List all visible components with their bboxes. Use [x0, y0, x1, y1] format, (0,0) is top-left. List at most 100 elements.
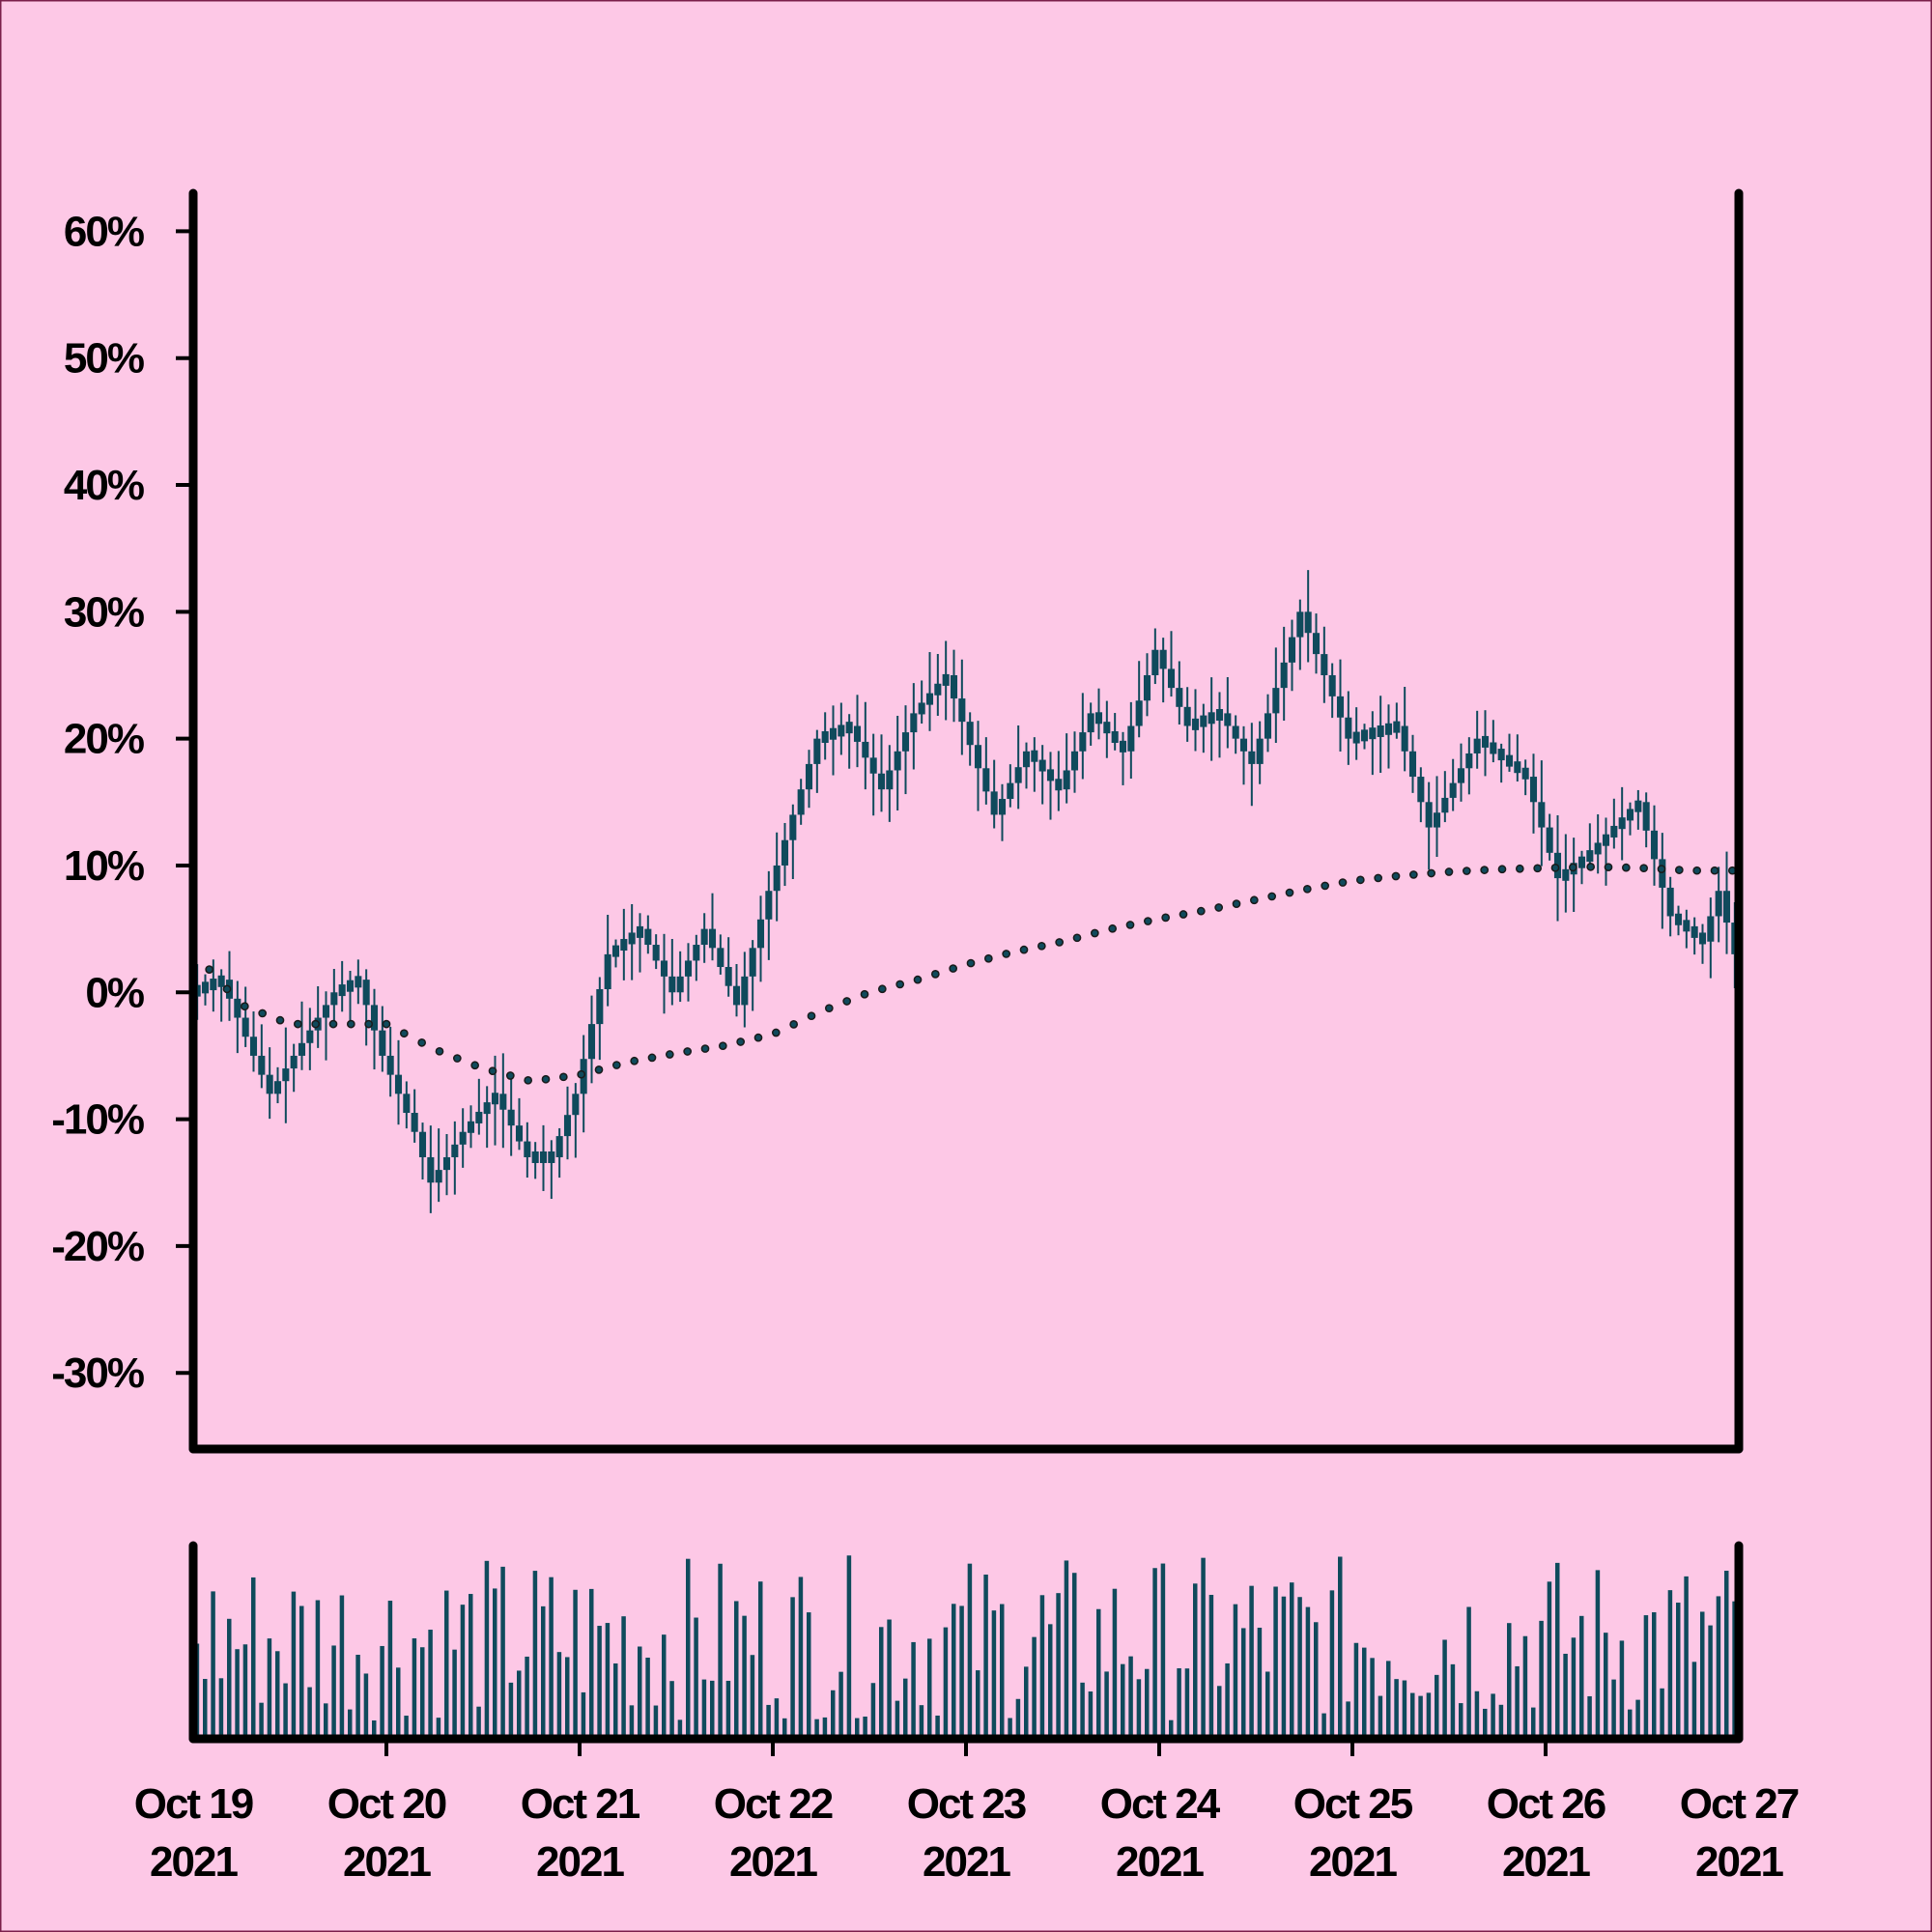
volume-bar [742, 1615, 747, 1739]
candle-body [1232, 725, 1239, 739]
volume-bar [952, 1604, 956, 1739]
candle-body [1449, 782, 1457, 798]
volume-bar [532, 1571, 538, 1739]
volume-bar [1208, 1594, 1214, 1739]
volume-bar [1088, 1691, 1094, 1739]
moving-average-point [293, 1019, 302, 1029]
volume-bar [1193, 1583, 1198, 1739]
candle-body [1457, 768, 1465, 783]
candle-body [1055, 779, 1063, 791]
moving-average-point [1143, 917, 1152, 925]
candle-body [596, 988, 604, 1025]
volume-bar [1072, 1573, 1077, 1739]
candle-body [781, 839, 789, 866]
price-panel [193, 570, 1739, 1213]
candle-body [1481, 735, 1490, 748]
candle-body [201, 981, 210, 994]
volume-bar [242, 1644, 248, 1739]
volume-bar [331, 1645, 336, 1739]
volume-bar [1587, 1695, 1592, 1739]
moving-average-point [1480, 866, 1490, 874]
volume-bar [508, 1682, 514, 1739]
volume-bar [991, 1610, 997, 1739]
x-tick-year-label: 2021 [923, 1838, 1010, 1886]
volume-bar [1338, 1556, 1343, 1739]
candle-body [282, 1068, 290, 1082]
candle-body [1256, 738, 1264, 764]
candle-body [1328, 674, 1336, 696]
candle-body [829, 727, 838, 740]
volume-bar [1305, 1606, 1311, 1739]
moving-average-point [683, 1047, 693, 1056]
volume-bar [1145, 1668, 1150, 1739]
moving-average-point [1125, 921, 1135, 929]
volume-bar [870, 1683, 876, 1739]
candle-body [1183, 706, 1191, 726]
volume-bar [1466, 1606, 1471, 1739]
volume-bar [677, 1719, 683, 1739]
candle-body [1280, 662, 1288, 689]
volume-bar [1015, 1698, 1021, 1739]
candle-body [1167, 668, 1176, 689]
moving-average-point [807, 1011, 816, 1021]
candle-body [990, 791, 998, 815]
moving-average-point [1374, 873, 1383, 883]
volume-bar [863, 1717, 867, 1739]
volume-bar [758, 1581, 763, 1739]
candle-body [418, 1131, 427, 1157]
candle-body [1321, 654, 1328, 675]
candle-body [330, 992, 338, 1006]
volume-bar [1128, 1656, 1133, 1739]
x-tick-year-label: 2021 [150, 1838, 238, 1886]
volume-bar [1121, 1663, 1125, 1739]
candle-body [1642, 802, 1650, 831]
volume-bar [983, 1575, 988, 1739]
volume-bar [348, 1709, 353, 1739]
volume-bar [694, 1617, 698, 1739]
candle-body [942, 673, 950, 686]
moving-average-point [842, 997, 852, 1006]
candle-body [1562, 868, 1570, 881]
x-tick-year-label: 2021 [1695, 1838, 1783, 1886]
volume-bar [919, 1705, 924, 1739]
moving-average-point [1462, 867, 1471, 875]
candle-body [507, 1109, 515, 1126]
candles [193, 570, 1739, 1213]
candle-body [1425, 802, 1433, 828]
volume-bar [959, 1605, 964, 1739]
volume-bar [549, 1577, 554, 1739]
volume-bar [1039, 1595, 1045, 1739]
volume-bar [766, 1704, 771, 1739]
candle-body [789, 814, 797, 840]
candle-body [1288, 637, 1296, 663]
y-tick-label: 40% [64, 462, 144, 509]
candle-body [1336, 696, 1345, 718]
candle-body [934, 683, 942, 696]
volume-bar [790, 1597, 795, 1739]
volume-bar [1064, 1560, 1069, 1739]
candle-body [1264, 713, 1272, 739]
volume-bar [428, 1630, 433, 1739]
candle-body [1119, 740, 1127, 753]
candle-body [210, 979, 217, 991]
y-tick-label: -10% [51, 1096, 144, 1144]
candle-body [379, 1030, 386, 1056]
candle-body [974, 745, 982, 769]
candle-body [1618, 817, 1626, 830]
candle-body [1626, 809, 1634, 821]
moving-average-point [577, 1069, 586, 1079]
candle-body [531, 1151, 539, 1163]
volume-bar [710, 1680, 715, 1739]
candle-body [684, 960, 693, 977]
volume-bar [669, 1681, 674, 1739]
volume-bar [324, 1703, 328, 1739]
candle-body [548, 1151, 555, 1163]
volume-bar [573, 1589, 578, 1739]
volume-bar [1547, 1581, 1552, 1739]
candle-body [611, 945, 620, 957]
candle-body [1393, 721, 1401, 733]
candle-body [1610, 825, 1618, 838]
moving-average-point [205, 965, 214, 974]
moving-average-point [860, 989, 869, 999]
volume-bar [976, 1670, 980, 1739]
